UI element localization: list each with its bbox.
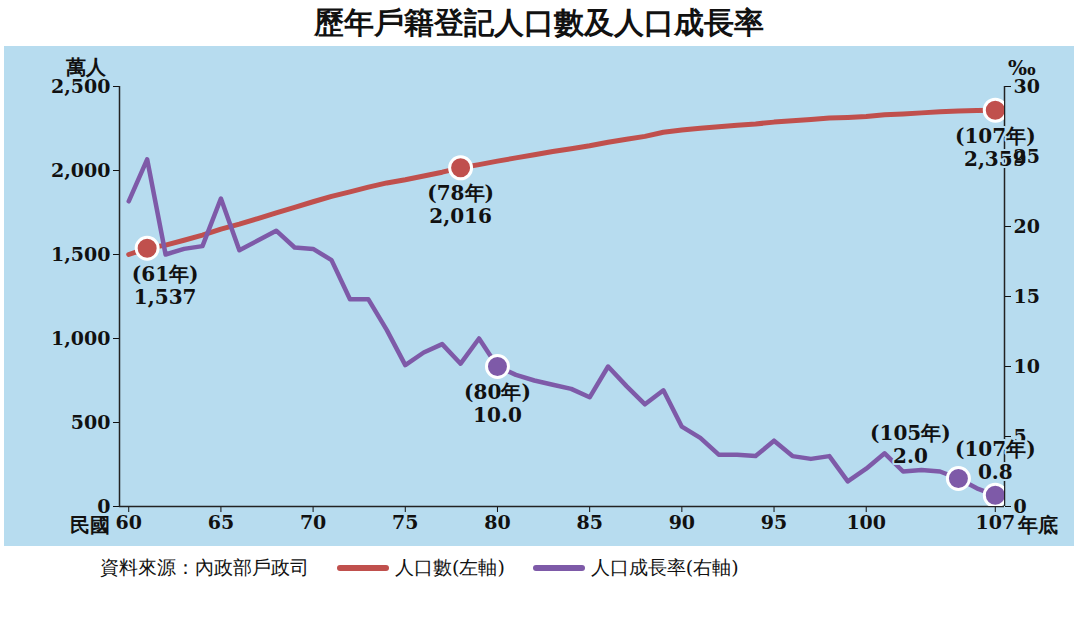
html-text:民國: 民國 (70, 513, 110, 537)
html-text:人口數(左軸): 人口數(左軸) (395, 556, 505, 578)
svg-text:(80年)10.0: (80年)10.0 (464, 380, 531, 427)
svg-text:70: 70 (300, 511, 326, 533)
svg-text:65: 65 (208, 511, 234, 533)
html-text:人口成長率(右軸): 人口成長率(右軸) (590, 556, 739, 578)
svg-text:0: 0 (1013, 494, 1027, 517)
svg-text:75: 75 (392, 511, 418, 533)
svg-text:100: 100 (846, 511, 886, 533)
svg-text:85: 85 (576, 511, 602, 533)
svg-text:20: 20 (1014, 215, 1040, 237)
svg-text:1,000: 1,000 (51, 327, 111, 349)
svg-text:0: 0 (97, 494, 111, 517)
svg-text:(78年)2,016: (78年)2,016 (427, 181, 494, 228)
svg-text:(61年)1,537: (61年)1,537 (132, 262, 199, 309)
svg-text:90: 90 (669, 511, 695, 533)
svg-text:(105年)2.0: (105年)2.0 (870, 421, 951, 468)
svg-text:95: 95 (761, 511, 787, 533)
svg-text:500: 500 (71, 411, 111, 433)
svg-text:15: 15 (1014, 285, 1040, 307)
svg-text:10: 10 (1014, 355, 1040, 377)
html-text:資料來源：內政部戶政司: 資料來源：內政部戶政司 (100, 556, 309, 578)
svg-text:25: 25 (1014, 145, 1040, 167)
html-text:年底: 年底 (1018, 513, 1058, 537)
svg-text:80: 80 (484, 511, 510, 533)
svg-text:30: 30 (1013, 74, 1040, 97)
html-text:歷年戶籍登記人口數及人口成長率: 歷年戶籍登記人口數及人口成長率 (314, 5, 764, 40)
svg-text:1,500: 1,500 (51, 243, 111, 265)
svg-text:(107年)0.8: (107年)0.8 (955, 437, 1036, 484)
svg-text:2,000: 2,000 (51, 159, 111, 181)
svg-text:107: 107 (975, 511, 1015, 533)
svg-text:(107年)2,359: (107年)2,359 (955, 124, 1036, 171)
html-text:萬人: 萬人 (66, 55, 106, 79)
svg-text:2,500: 2,500 (51, 74, 111, 97)
svg-text:5: 5 (1014, 425, 1027, 447)
svg-text:60: 60 (115, 511, 141, 533)
